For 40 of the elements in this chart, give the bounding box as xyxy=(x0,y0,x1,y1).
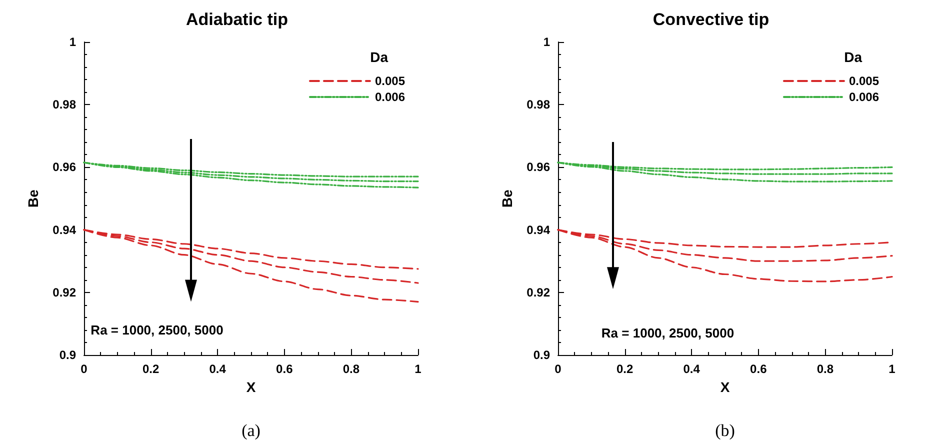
x-tick-label: 0.2 xyxy=(142,362,160,376)
y-axis-title: Be xyxy=(25,189,41,208)
annotation: Ra = 1000, 2500, 5000 xyxy=(601,326,734,341)
legend-title: Da xyxy=(370,49,388,65)
x-axis-title: X xyxy=(246,378,256,395)
text: (b) xyxy=(715,421,735,440)
y-tick-label: 0.98 xyxy=(526,98,550,112)
x-axis-title: X xyxy=(720,378,730,395)
legend-title: Da xyxy=(844,49,862,65)
x-tick-label: 0.6 xyxy=(276,362,294,376)
x-tick-label: 0.4 xyxy=(209,362,226,376)
x-tick-label: 0.6 xyxy=(750,362,768,376)
y-tick-label: 0.9 xyxy=(59,348,76,362)
chart-title: Convective tip xyxy=(652,10,770,29)
x-tick-label: 1 xyxy=(414,362,422,376)
y-axis-title: Be xyxy=(499,189,515,208)
chart-title: Adiabatic tip xyxy=(186,10,288,29)
y-tick-label: 0.9 xyxy=(533,348,550,362)
x-tick-label: 0.8 xyxy=(816,362,834,376)
x-tick-label: 0 xyxy=(554,362,562,376)
x-tick-label: 0.2 xyxy=(616,362,634,376)
legend-label: 0.006 xyxy=(374,90,406,104)
legend-label: 0.006 xyxy=(848,90,880,104)
y-tick-label: 1 xyxy=(69,35,76,49)
x-tick-label: 1 xyxy=(888,362,896,376)
x-tick-label: 0 xyxy=(80,362,88,376)
y-tick-label: 0.94 xyxy=(52,222,76,237)
x-tick-label: 0.8 xyxy=(342,362,360,376)
y-tick-label: 0.94 xyxy=(526,222,550,237)
y-tick-label: 0.96 xyxy=(526,160,550,174)
y-tick-label: 0.92 xyxy=(526,285,550,300)
y-tick-label: 0.96 xyxy=(52,160,76,174)
y-tick-label: 0.92 xyxy=(52,285,76,300)
annotation: Ra = 1000, 2500, 5000 xyxy=(90,322,224,338)
text: (a) xyxy=(242,421,260,440)
y-tick-label: 0.98 xyxy=(52,98,76,112)
legend-label: 0.005 xyxy=(848,74,880,88)
y-tick-label: 1 xyxy=(543,35,550,49)
legend-label: 0.005 xyxy=(374,74,406,88)
x-tick-label: 0.4 xyxy=(683,362,700,376)
